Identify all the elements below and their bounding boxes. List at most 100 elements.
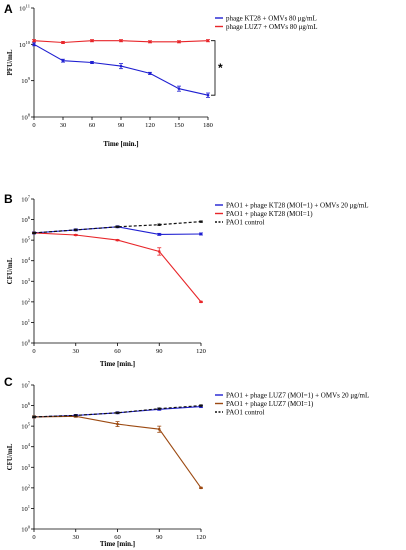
significance-marker: * xyxy=(218,61,223,75)
data-point xyxy=(199,232,203,236)
panel-letter: C xyxy=(4,375,13,389)
series-line xyxy=(33,43,209,96)
data-point xyxy=(32,415,36,419)
data-point xyxy=(116,225,119,229)
y-tick-label: 1010 xyxy=(19,40,31,49)
y-tick-label: 106 xyxy=(21,215,31,224)
data-point xyxy=(74,228,78,232)
x-tick-label: 60 xyxy=(114,348,121,355)
legend-label: PAO1 + phage KT28 (MOI=1) xyxy=(226,210,313,218)
y-tick-label: 103 xyxy=(21,277,31,286)
legend-label: phage LUZ7 + OMVs 80 μg/mL xyxy=(226,23,318,31)
data-point xyxy=(32,39,36,42)
y-tick-label: 104 xyxy=(21,442,31,451)
x-tick-label: 120 xyxy=(196,534,206,541)
data-point xyxy=(199,404,203,407)
data-point xyxy=(119,64,123,68)
data-point xyxy=(32,231,36,235)
data-point xyxy=(206,39,210,42)
y-tick-label: 105 xyxy=(21,422,31,431)
chart-panel-c: C 0 30 60 90 120 100 101 102 103 104 105 106 107 Time … xyxy=(4,375,369,548)
y-tick-label: 103 xyxy=(21,463,31,472)
x-tick-label: 120 xyxy=(145,122,155,129)
legend-label: PAO1 control xyxy=(226,219,264,227)
data-point xyxy=(157,233,161,236)
y-tick-label: 101 xyxy=(21,504,30,513)
data-point xyxy=(116,238,119,242)
series-3 xyxy=(32,220,203,235)
series-line xyxy=(33,415,202,489)
y-tick-label: 101 xyxy=(21,318,30,327)
data-point xyxy=(157,250,161,253)
y-tick-label: 100 xyxy=(21,339,31,348)
x-tick-label: 120 xyxy=(196,348,206,355)
panel-letter: B xyxy=(4,192,13,206)
y-tick-label: 102 xyxy=(21,297,30,306)
y-tick-label: 106 xyxy=(21,401,31,410)
legend-label: phage KT28 + OMVs 80 μg/mL xyxy=(226,15,317,23)
series-2 xyxy=(32,414,203,490)
y-tick-label: 105 xyxy=(21,236,31,245)
x-tick-label: 0 xyxy=(32,534,35,541)
series-line xyxy=(33,405,202,418)
data-point xyxy=(116,422,119,426)
chart-panel-b: B 0 30 60 90 120 100 101 102 103 104 105 106 107 Time … xyxy=(4,192,369,368)
y-tick-label: 108 xyxy=(21,113,31,122)
legend-label: PAO1 + phage KT28 (MOI=1) + OMVs 20 μg/m… xyxy=(226,202,369,210)
data-point xyxy=(148,72,152,75)
y-axis-title: CFU/mL xyxy=(6,257,14,284)
y-tick-label: 100 xyxy=(21,525,31,534)
legend-label: PAO1 + phage LUZ7 (MOI=1) xyxy=(226,400,314,408)
y-axis-title: CFU/mL xyxy=(6,443,14,470)
data-point xyxy=(199,220,203,223)
data-point xyxy=(61,59,65,62)
data-point xyxy=(32,43,36,46)
data-point xyxy=(199,486,203,490)
x-tick-label: 0 xyxy=(32,122,35,129)
data-point xyxy=(177,87,181,90)
y-tick-label: 109 xyxy=(21,76,31,85)
data-point xyxy=(157,427,161,431)
data-point xyxy=(61,41,65,44)
y-axis-title: PFU/mL xyxy=(6,49,14,75)
x-tick-label: 90 xyxy=(156,348,163,355)
x-tick-label: 180 xyxy=(203,122,213,129)
significance-bracket xyxy=(211,40,216,96)
x-axis-title: Time [min.] xyxy=(103,140,138,148)
data-point xyxy=(74,233,78,237)
legend-label: PAO1 + phage LUZ7 (MOI=1) + OMVs 20 μg/m… xyxy=(226,392,369,400)
x-tick-label: 30 xyxy=(73,534,80,541)
y-tick-label: 107 xyxy=(21,381,31,390)
data-point xyxy=(119,39,123,42)
data-point xyxy=(74,414,78,417)
y-tick-label: 102 xyxy=(21,483,30,492)
y-tick-label: 107 xyxy=(21,195,31,204)
legend: PAO1 + phage LUZ7 (MOI=1) + OMVs 20 μg/m… xyxy=(215,392,369,417)
x-tick-label: 0 xyxy=(32,348,35,355)
x-tick-label: 90 xyxy=(118,122,125,129)
series-line xyxy=(33,221,202,234)
data-point xyxy=(157,223,161,227)
data-point xyxy=(177,40,181,44)
data-point xyxy=(148,40,152,44)
series-2 xyxy=(32,231,203,304)
data-point xyxy=(206,93,210,97)
x-tick-label: 60 xyxy=(114,534,121,541)
legend-label: PAO1 control xyxy=(226,409,264,417)
series-2 xyxy=(32,39,210,45)
x-tick-label: 90 xyxy=(156,534,163,541)
series-line xyxy=(33,232,202,303)
x-tick-label: 60 xyxy=(89,122,96,129)
chart-panel-a: A 0 30 60 90 120 150 180 108 109 1010 1011 Time [min… xyxy=(4,2,318,148)
y-tick-label: 104 xyxy=(21,256,31,265)
y-tick-label: 1011 xyxy=(19,4,30,13)
x-axis-title: Time [min.] xyxy=(100,360,135,368)
x-tick-label: 30 xyxy=(73,348,80,355)
data-point xyxy=(90,39,94,42)
data-point xyxy=(90,61,94,64)
legend: PAO1 + phage KT28 (MOI=1) + OMVs 20 μg/m… xyxy=(215,202,369,227)
data-point xyxy=(116,411,119,415)
data-point xyxy=(199,300,203,304)
x-axis-title: Time [min.] xyxy=(100,540,135,548)
